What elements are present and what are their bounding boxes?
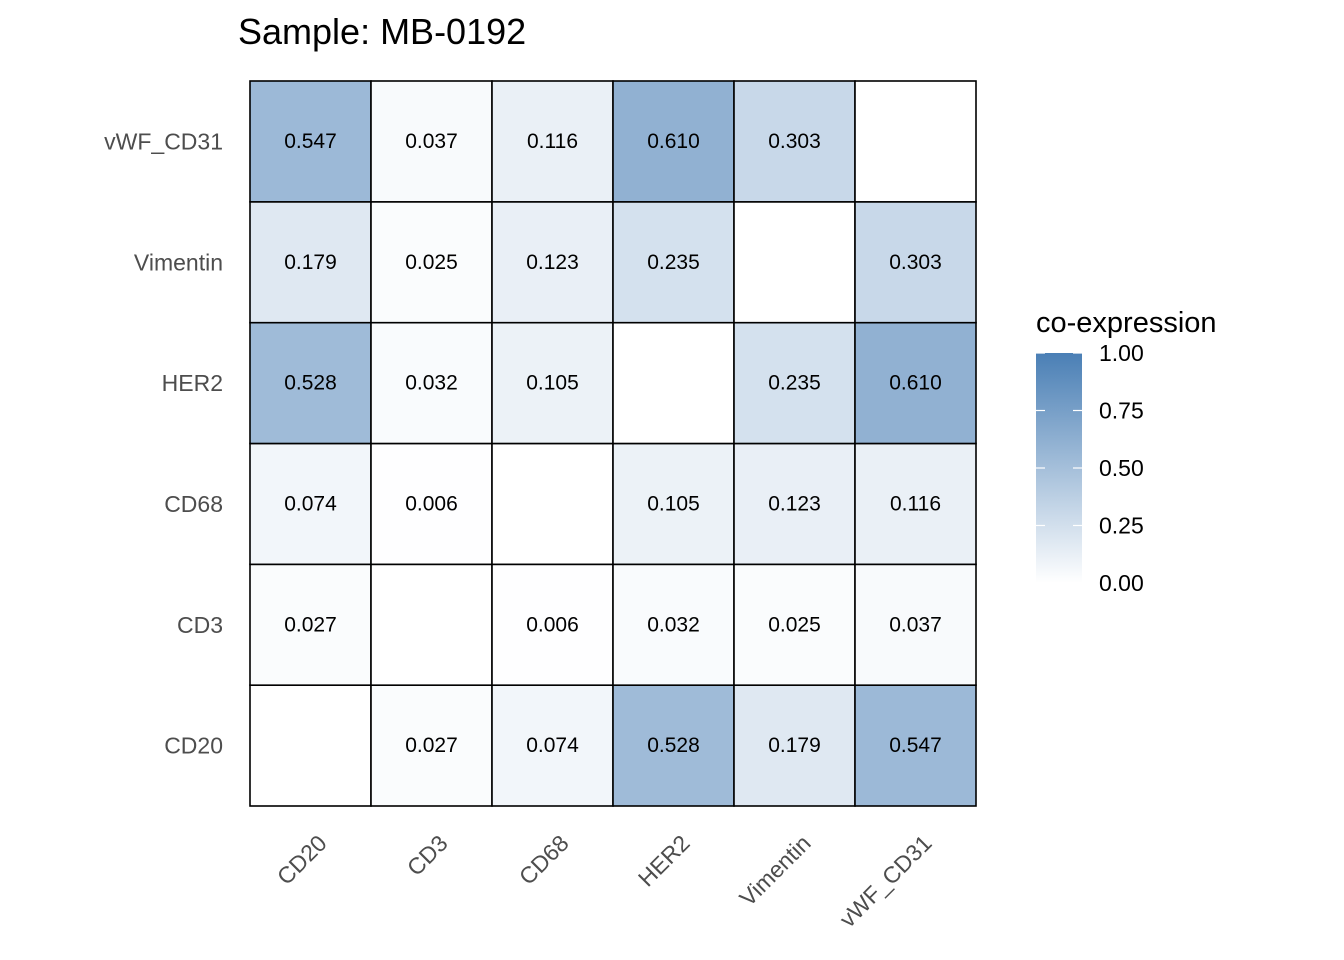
- cell-value-label: 0.547: [889, 734, 942, 757]
- heatmap-cell: [612, 442, 735, 566]
- heatmap-cell: [249, 563, 372, 686]
- heatmap-cell: [491, 321, 614, 445]
- legend-tick-label: 0.25: [1099, 513, 1144, 539]
- x-tick-label: CD3: [402, 830, 453, 881]
- cell-value-label: 0.123: [768, 492, 821, 515]
- heatmap-cell: [370, 80, 493, 203]
- heatmap-cell: [491, 684, 614, 807]
- y-tick-label: CD3: [177, 612, 223, 638]
- heatmap-cell: [733, 321, 856, 445]
- heatmap-cell: [370, 442, 493, 566]
- cell-value-label: 0.610: [647, 130, 700, 153]
- cell-value-label: 0.027: [284, 613, 337, 636]
- y-axis-tick-labels: CD20 CD3 CD68 HER2 Vimentin vWF_CD31: [104, 128, 223, 758]
- heatmap-cell: [491, 442, 614, 566]
- cell-value-label: 0.303: [889, 251, 942, 274]
- cell-value-label: 0.547: [284, 130, 337, 153]
- heatmap-cell: [491, 563, 614, 686]
- heatmap-cell: [612, 321, 735, 445]
- cell-value-label: 0.037: [889, 613, 942, 636]
- cell-value-label: 0.032: [405, 372, 458, 395]
- cell-value-label: 0.006: [405, 492, 458, 515]
- heatmap-cell: [491, 201, 614, 324]
- cell-value-label: 0.074: [284, 492, 337, 515]
- cell-value-label: 0.116: [527, 130, 578, 153]
- cell-value-label: 0.116: [890, 492, 941, 515]
- cell-value-label: 0.123: [526, 251, 579, 274]
- heatmap-cell: [370, 321, 493, 445]
- heatmap-cell: [854, 201, 977, 324]
- x-tick-label: Vimentin: [734, 830, 815, 911]
- cell-value-label: 0.528: [647, 734, 700, 757]
- heatmap-cell: [854, 684, 977, 807]
- y-tick-label: CD68: [164, 491, 223, 517]
- heatmap-cell: [854, 321, 977, 445]
- legend-tick-label: 0.50: [1099, 455, 1144, 481]
- cell-value-label: 0.032: [647, 613, 700, 636]
- cell-value-label: 0.105: [526, 372, 579, 395]
- cell-value-label: 0.235: [768, 372, 821, 395]
- cell-value-label: 0.528: [284, 372, 337, 395]
- cell-value-label: 0.025: [768, 613, 821, 636]
- x-tick-label: CD68: [514, 830, 574, 890]
- x-tick-label: HER2: [633, 830, 695, 892]
- cell-value-label: 0.179: [768, 734, 821, 757]
- cell-value-label: 0.074: [526, 734, 579, 757]
- chart-title: Sample: MB-0192: [238, 11, 526, 52]
- heatmap-cell: [612, 563, 735, 686]
- heatmap-cell: [249, 201, 372, 324]
- cell-value-label: 0.025: [405, 251, 458, 274]
- heatmap-cell: [370, 563, 493, 686]
- cell-value-label: 0.006: [526, 613, 579, 636]
- cell-value-label: 0.303: [768, 130, 821, 153]
- heatmap-cell: [854, 80, 977, 203]
- cell-value-label: 0.027: [405, 734, 458, 757]
- legend-ticks: 0.00 0.25 0.50 0.75 1.00: [1036, 340, 1144, 596]
- y-tick-label: HER2: [162, 370, 223, 396]
- color-legend: co-expression 0.00 0.25 0.50 0.75 1.00: [1036, 307, 1217, 596]
- cell-value-label: 0.105: [647, 492, 700, 515]
- heatmap-cells: 0.027 0.074 0.528 0.179 0.547 0.027 0.006 0.032…: [249, 80, 977, 807]
- legend-tick-label: 1.00: [1099, 340, 1144, 366]
- y-tick-label: vWF_CD31: [104, 128, 223, 154]
- heatmap-cell: [733, 563, 856, 686]
- heatmap-cell: [491, 80, 614, 203]
- cell-value-label: 0.037: [405, 130, 458, 153]
- heatmap-cell: [370, 684, 493, 807]
- x-tick-label: CD20: [272, 830, 332, 890]
- heatmap-cell: [612, 80, 735, 203]
- x-tick-label: vWF_CD31: [834, 830, 936, 932]
- heatmap-cell: [249, 321, 372, 445]
- y-tick-label: Vimentin: [134, 249, 223, 275]
- y-tick-label: CD20: [164, 733, 223, 759]
- legend-tick-label: 0.00: [1099, 570, 1144, 596]
- heatmap-cell: [733, 201, 856, 324]
- heatmap-cell: [854, 563, 977, 686]
- heatmap-cell: [249, 684, 372, 807]
- heatmap-cell: [854, 442, 977, 566]
- cell-value-label: 0.179: [284, 251, 337, 274]
- legend-tick-label: 0.75: [1099, 398, 1144, 424]
- cell-value-label: 0.235: [647, 251, 700, 274]
- cell-value-label: 0.610: [889, 372, 942, 395]
- x-axis-tick-labels: CD20 CD3 CD68 HER2 Vimentin vWF_CD31: [272, 830, 937, 932]
- heatmap-cell: [733, 684, 856, 807]
- legend-title: co-expression: [1036, 307, 1217, 339]
